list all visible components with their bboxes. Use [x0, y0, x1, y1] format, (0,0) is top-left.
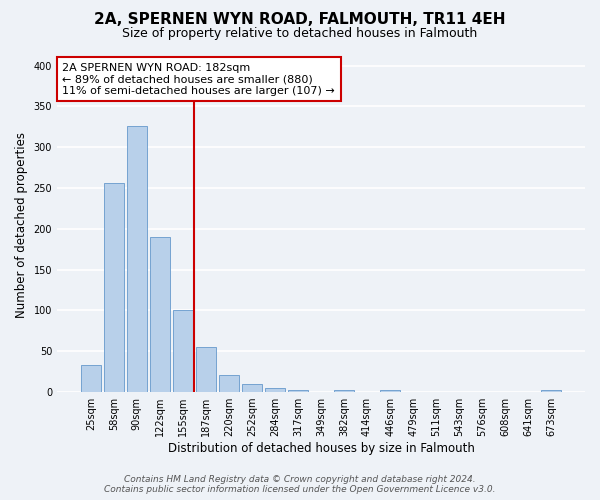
Text: 2A, SPERNEN WYN ROAD, FALMOUTH, TR11 4EH: 2A, SPERNEN WYN ROAD, FALMOUTH, TR11 4EH [94, 12, 506, 26]
Bar [242, 384, 262, 392]
Text: Size of property relative to detached houses in Falmouth: Size of property relative to detached ho… [122, 28, 478, 40]
Bar [334, 390, 354, 392]
X-axis label: Distribution of detached houses by size in Falmouth: Distribution of detached houses by size … [167, 442, 475, 455]
Bar [219, 375, 239, 392]
Bar [265, 388, 285, 392]
Bar [196, 347, 216, 392]
Bar [541, 390, 561, 392]
Bar [81, 365, 101, 392]
Text: 2A SPERNEN WYN ROAD: 182sqm
← 89% of detached houses are smaller (880)
11% of se: 2A SPERNEN WYN ROAD: 182sqm ← 89% of det… [62, 62, 335, 96]
Text: Contains HM Land Registry data © Crown copyright and database right 2024.
Contai: Contains HM Land Registry data © Crown c… [104, 474, 496, 494]
Y-axis label: Number of detached properties: Number of detached properties [15, 132, 28, 318]
Bar [288, 390, 308, 392]
Bar [380, 390, 400, 392]
Bar [173, 310, 193, 392]
Bar [150, 237, 170, 392]
Bar [104, 183, 124, 392]
Bar [127, 126, 146, 392]
